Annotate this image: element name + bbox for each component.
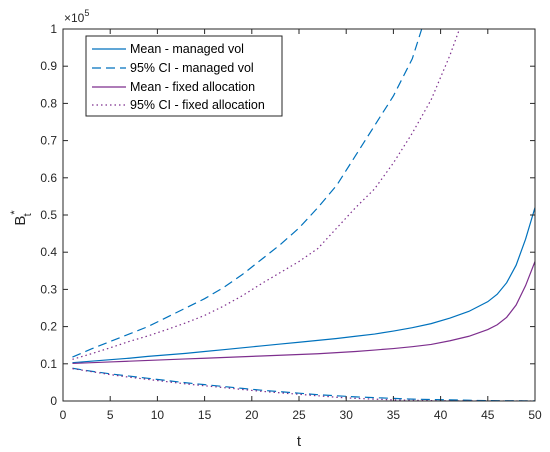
legend-label-mean-fixed: Mean - fixed allocation <box>130 80 255 94</box>
x-tick-label: 25 <box>292 408 306 422</box>
series-line-5 <box>72 368 535 401</box>
y-tick-label: 1 <box>50 22 57 36</box>
series-line-1 <box>72 29 423 358</box>
x-axis: 0 5 10 15 20 25 30 35 40 45 50 <box>60 29 542 422</box>
series-line-0 <box>72 207 535 364</box>
plot-lines <box>72 29 535 401</box>
x-tick-label: 15 <box>198 408 212 422</box>
x-axis-label: t <box>297 433 302 450</box>
y-exponent-label: ×105 <box>64 8 89 25</box>
y-axis: 0 0.1 0.2 0.3 0.4 0.5 0.6 0.7 0.8 0.9 1 <box>40 22 535 408</box>
legend: Mean - managed vol 95% CI - managed vol … <box>85 35 283 117</box>
y-axis-label: B*t <box>9 210 34 226</box>
series-line-2 <box>72 261 535 365</box>
x-tick-label: 30 <box>340 408 354 422</box>
legend-label-mean-managed: Mean - managed vol <box>130 42 244 56</box>
y-tick-label: 0.9 <box>40 59 57 73</box>
y-tick-label: 0.4 <box>40 245 57 259</box>
y-tick-label: 0.3 <box>40 282 57 296</box>
series-line-4 <box>72 367 535 401</box>
y-tick-label: 0 <box>50 394 57 408</box>
y-tick-label: 0.2 <box>40 320 57 334</box>
legend-label-ci-fixed: 95% CI - fixed allocation <box>130 98 265 112</box>
x-tick-label: 20 <box>245 408 259 422</box>
x-tick-label: 0 <box>60 408 67 422</box>
x-tick-label: 35 <box>387 408 401 422</box>
legend-box <box>85 35 283 117</box>
y-tick-label: 0.7 <box>40 134 57 148</box>
x-tick-label: 45 <box>481 408 495 422</box>
y-tick-label: 0.1 <box>40 357 57 371</box>
y-tick-label: 0.6 <box>40 171 57 185</box>
x-tick-label: 40 <box>434 408 448 422</box>
y-tick-label: 0.5 <box>40 208 57 222</box>
x-tick-label: 5 <box>107 408 114 422</box>
legend-label-ci-managed: 95% CI - managed vol <box>130 61 254 75</box>
y-tick-label: 0.8 <box>40 96 57 110</box>
x-tick-label: 10 <box>151 408 165 422</box>
x-tick-label: 50 <box>528 408 542 422</box>
